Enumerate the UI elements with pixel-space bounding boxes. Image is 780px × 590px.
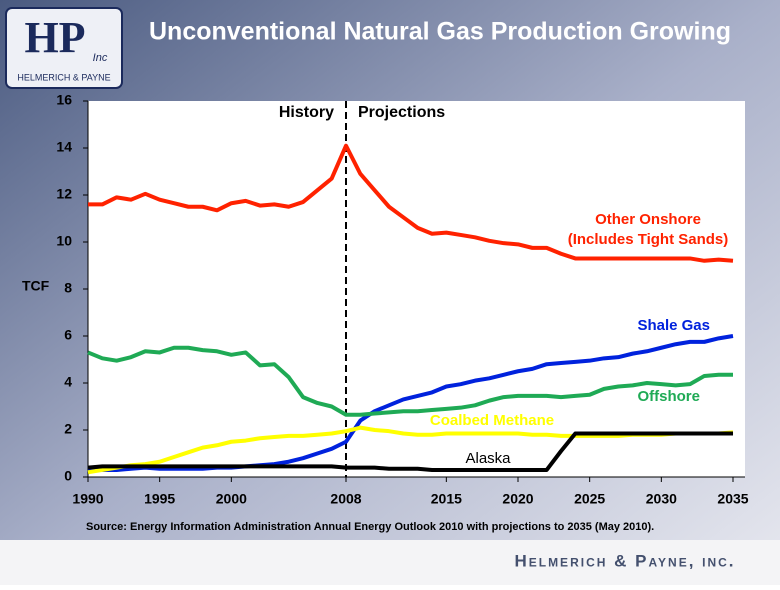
x-tick-label: 1990	[72, 491, 103, 507]
series-label: Shale Gas	[637, 317, 710, 334]
y-axis-label: TCF	[22, 278, 50, 294]
annotation: History	[279, 104, 334, 121]
logo-box	[5, 7, 123, 89]
series-label: Other Onshore (Includes Tight Sands)	[568, 211, 729, 248]
series-line	[87, 345, 733, 417]
footer-text: Helmerich & Payne, inc.	[514, 551, 735, 570]
x-tick-label: 2015	[431, 491, 462, 507]
x-tick-label: 2020	[502, 491, 533, 507]
y-tick-label: 2	[64, 421, 72, 437]
x-tick-label: 2025	[574, 491, 605, 507]
x-tick-label: 2035	[717, 491, 748, 507]
source-note: Source: Energy Information Administratio…	[86, 521, 654, 533]
y-tick-label: 14	[56, 139, 72, 155]
y-tick-label: 6	[64, 327, 72, 343]
series-label: Offshore	[637, 388, 700, 405]
series-label: Coalbed Methane	[430, 412, 554, 429]
series-line	[88, 334, 734, 472]
y-tick-label: 10	[56, 233, 72, 249]
title: Unconventional Natural Gas Production Gr…	[149, 18, 731, 46]
logo-name: HELMERICH & PAYNE	[17, 72, 110, 82]
y-tick-label: 4	[64, 374, 72, 390]
y-tick-label: 12	[56, 186, 72, 202]
x-tick-label: 2000	[216, 491, 247, 507]
series-line	[88, 143, 734, 263]
series-label: Alaska	[465, 450, 511, 467]
logo-sub: Inc	[93, 52, 108, 64]
x-tick-label: 2008	[330, 491, 361, 507]
footer-band	[0, 540, 780, 585]
logo-main: HP	[24, 13, 85, 62]
y-tick-label: 16	[56, 92, 72, 108]
plot-area	[88, 101, 745, 477]
y-tick-label: 8	[64, 280, 72, 296]
logo: HP Inc HELMERICH & PAYNE	[5, 7, 123, 89]
annotation: Projections	[358, 104, 445, 121]
x-tick-label: 2030	[646, 491, 677, 507]
x-tick-label: 1995	[144, 491, 175, 507]
series-line	[87, 431, 733, 472]
y-tick-label: 0	[64, 468, 72, 484]
